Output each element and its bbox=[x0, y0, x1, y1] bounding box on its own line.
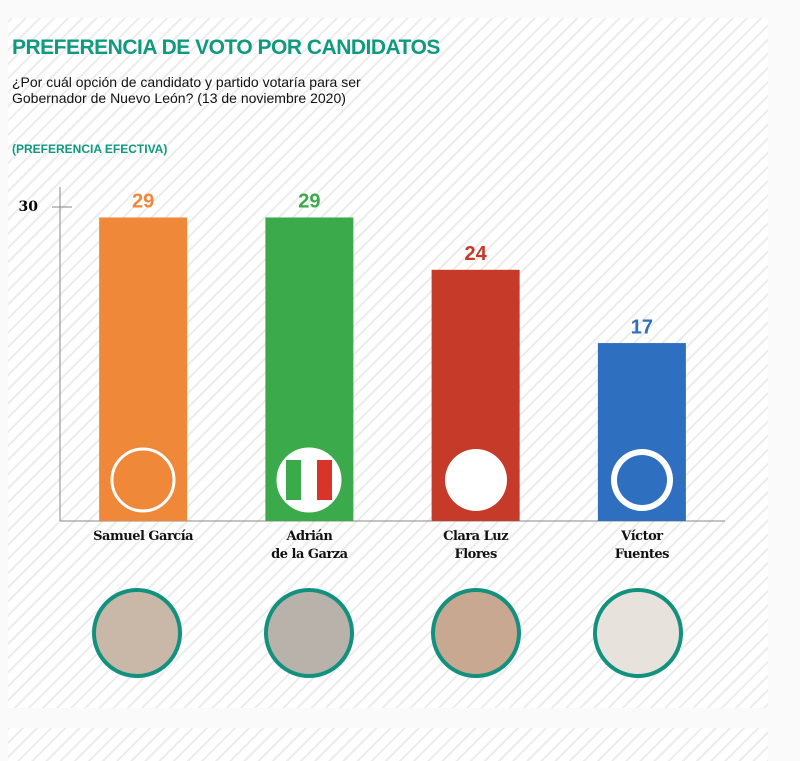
x-tick-label: Adrián de la Garza bbox=[271, 529, 348, 562]
logo-part bbox=[317, 460, 332, 500]
chart-subtitle: ¿Por cuál opción de candidato y partido … bbox=[12, 74, 361, 106]
chart-note: (PREFERENCIA EFECTIVA) bbox=[12, 142, 168, 156]
party-logos bbox=[110, 447, 673, 513]
x-tick-label: Clara Luz Flores bbox=[443, 529, 509, 562]
value-label: 29 bbox=[132, 191, 154, 213]
x-tick-label: Samuel García bbox=[93, 529, 194, 544]
value-label: 24 bbox=[465, 243, 488, 265]
photo bbox=[431, 588, 521, 678]
logo-part bbox=[617, 455, 667, 505]
logo-part bbox=[286, 460, 301, 500]
lower-panel bbox=[8, 728, 768, 761]
y-tick-label: 30 bbox=[19, 199, 39, 215]
x-tick-label: Víctor Fuentes bbox=[614, 529, 670, 562]
logo bbox=[445, 449, 507, 511]
photo bbox=[264, 588, 354, 678]
value-label: 17 bbox=[631, 316, 653, 338]
value-label: 29 bbox=[298, 191, 320, 213]
chart-title: PREFERENCIA DE VOTO POR CANDIDATOS bbox=[12, 36, 440, 59]
photo bbox=[92, 588, 182, 678]
photo bbox=[593, 588, 683, 678]
candidate-photos bbox=[92, 588, 683, 678]
logo bbox=[110, 447, 176, 513]
